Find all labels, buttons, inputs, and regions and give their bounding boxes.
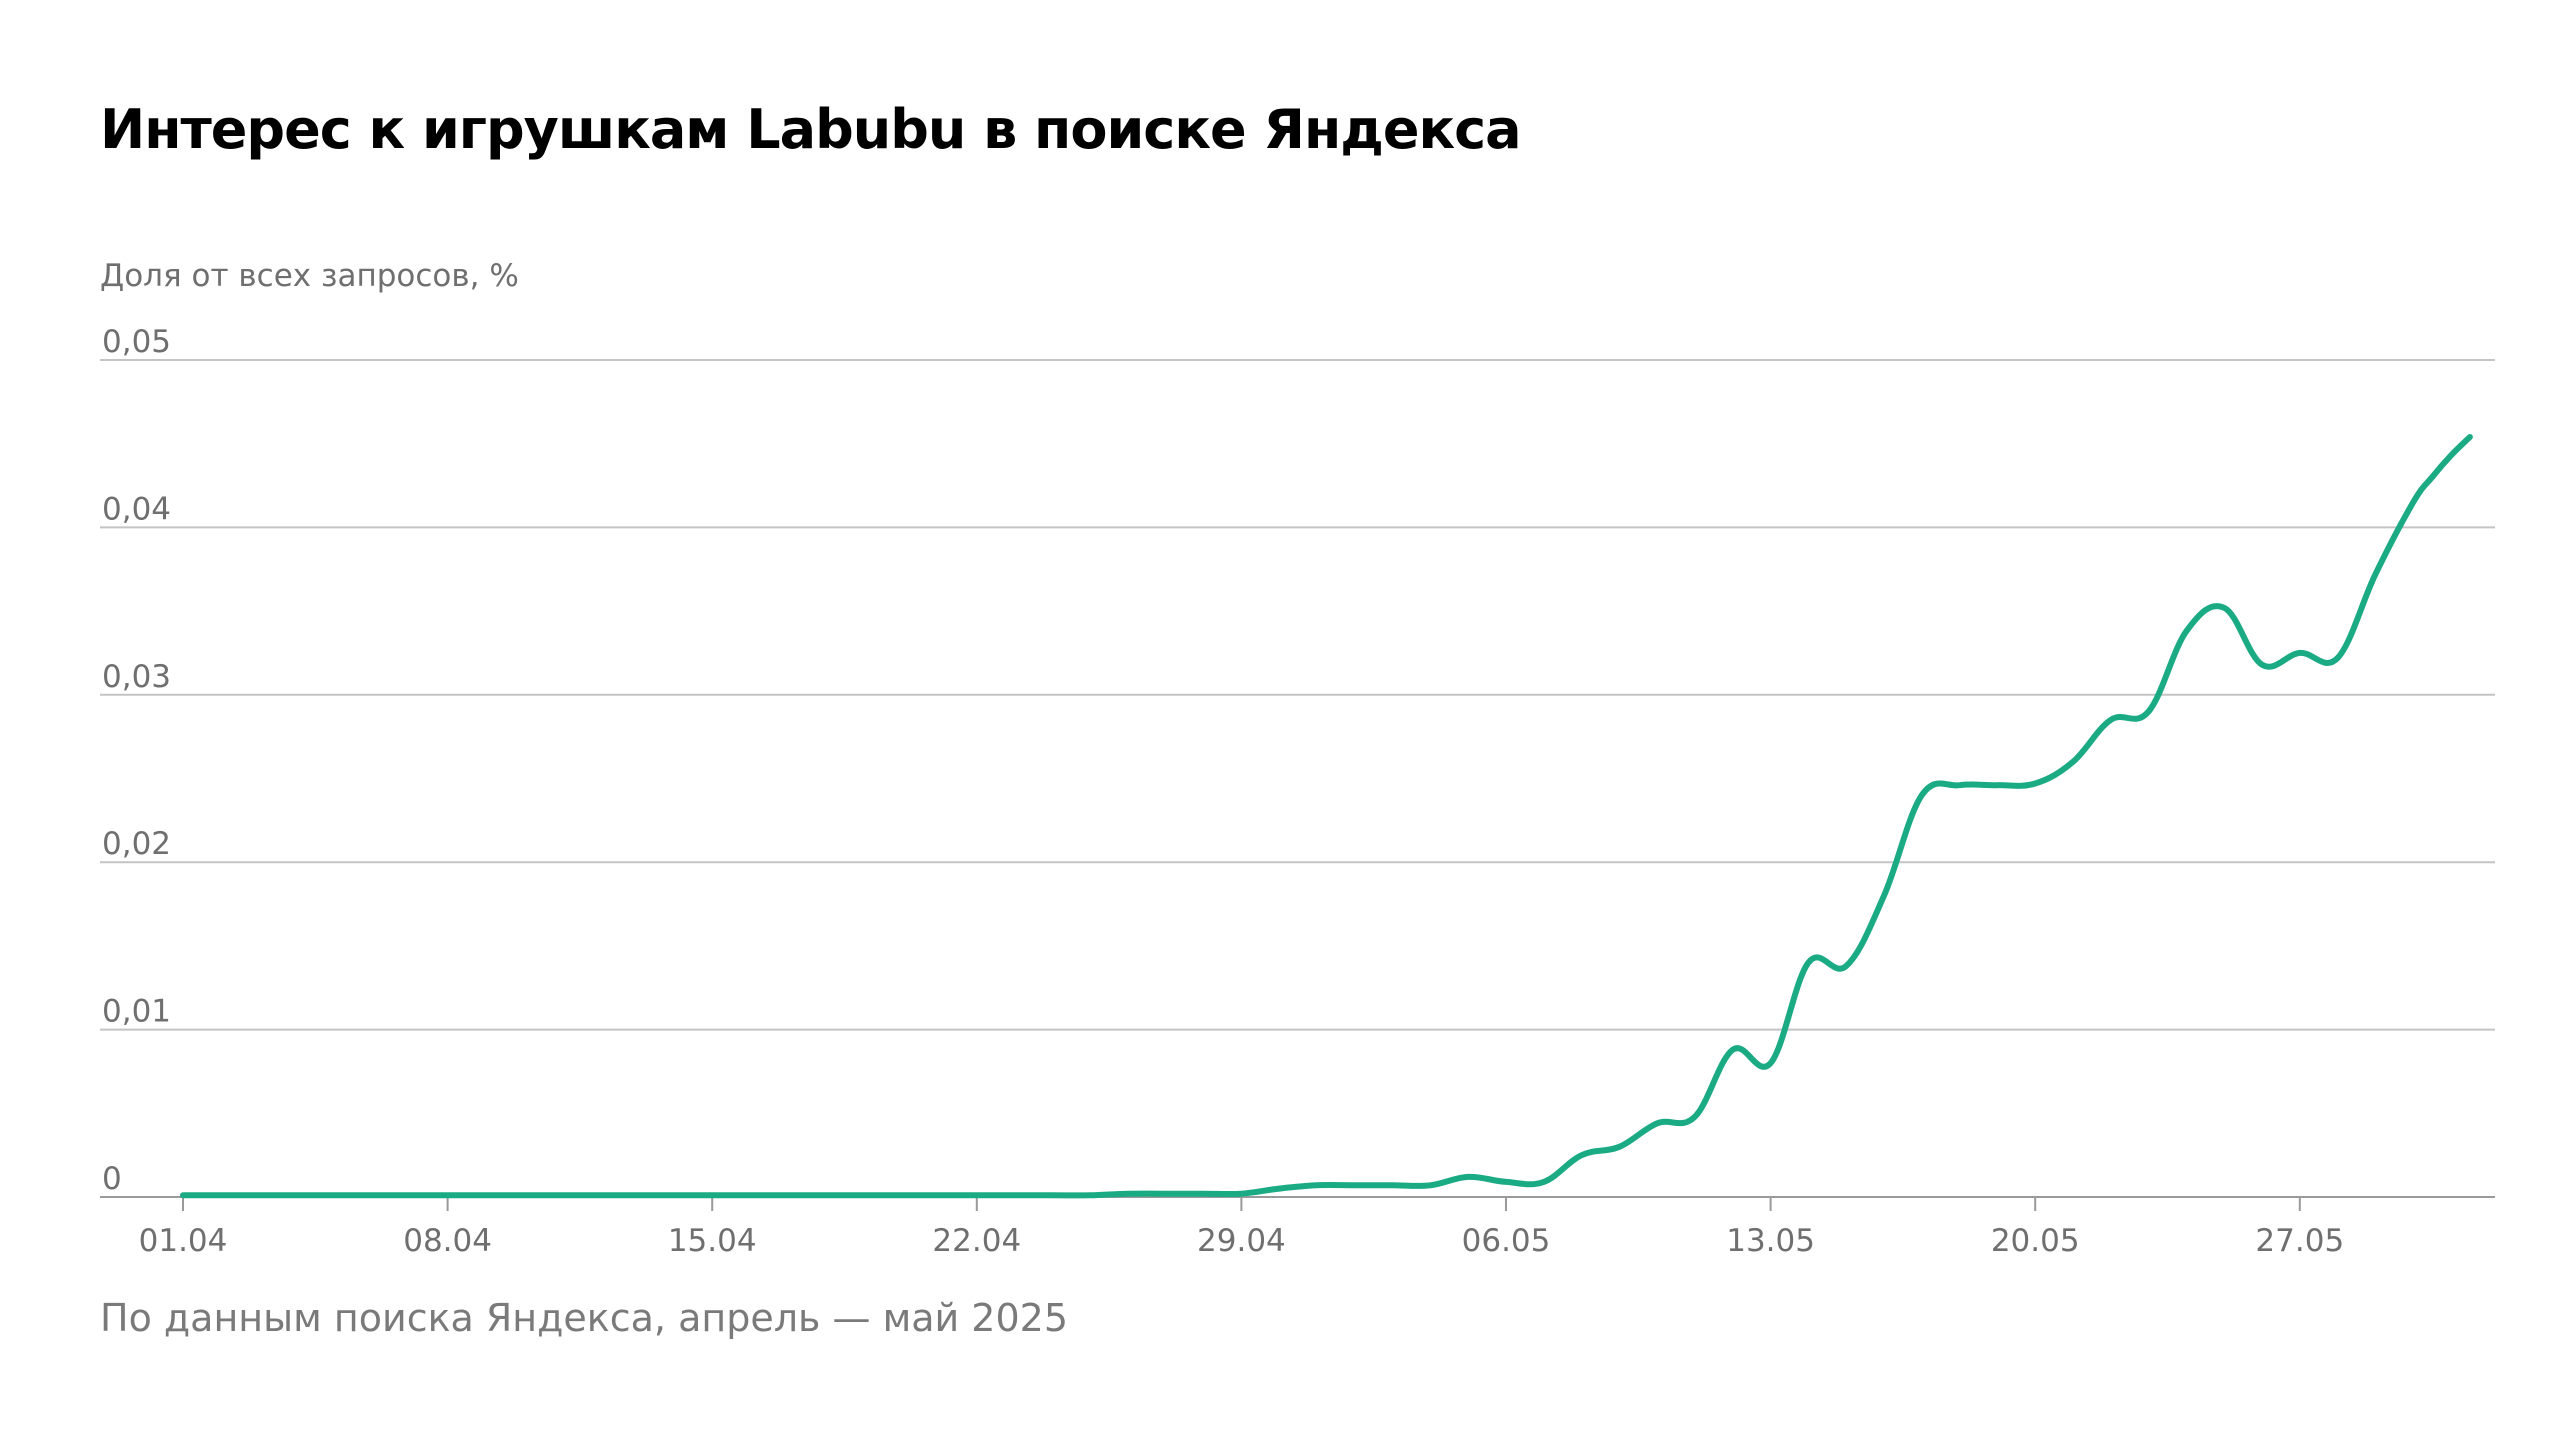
x-tick-label: 15.04 xyxy=(668,1223,757,1259)
y-tick-label: 0,03 xyxy=(102,659,171,695)
x-tick-label: 22.04 xyxy=(932,1223,1021,1259)
series-line xyxy=(180,434,2473,1199)
x-tick-label: 13.05 xyxy=(1726,1223,1815,1259)
x-tick-label: 08.04 xyxy=(403,1223,492,1259)
x-tick-label: 27.05 xyxy=(2255,1223,2344,1259)
x-tick-label: 06.05 xyxy=(1462,1223,1551,1259)
y-tick-label: 0,04 xyxy=(102,491,171,527)
source-note: По данным поиска Яндекса, апрель — май 2… xyxy=(100,1296,1068,1340)
x-tick-label: 29.04 xyxy=(1197,1223,1286,1259)
chart-title: Интерес к игрушкам Labubu в поиске Яндек… xyxy=(100,98,1522,161)
y-tick-label: 0,02 xyxy=(102,826,171,862)
y-axis-label: Доля от всех запросов, % xyxy=(100,258,519,294)
x-tick-label: 20.05 xyxy=(1991,1223,2080,1259)
y-tick-label: 0,01 xyxy=(102,994,171,1030)
y-tick-label: 0 xyxy=(102,1161,122,1197)
y-tick-label: 0,05 xyxy=(102,324,171,360)
x-tick-label: 01.04 xyxy=(139,1223,228,1259)
